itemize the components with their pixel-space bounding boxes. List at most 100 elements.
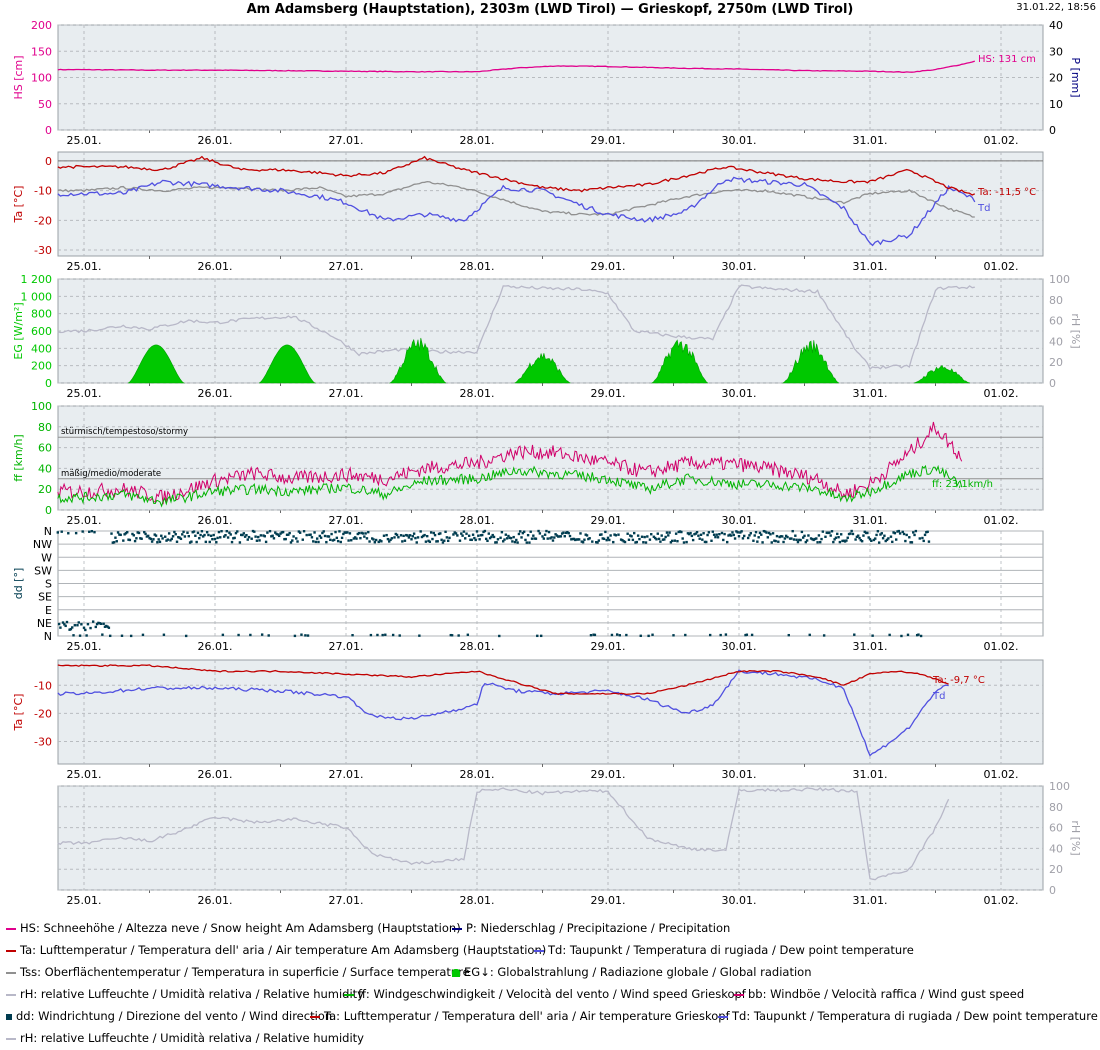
legend-text: Td: Taupunkt / Temperatura di rugiada / … <box>732 1009 1098 1023</box>
dd-point <box>160 534 163 537</box>
dd-point <box>720 531 724 535</box>
x-tick-label: 29.01. <box>591 640 626 653</box>
dd-point <box>76 624 79 627</box>
dd-point <box>184 634 188 638</box>
panel-6-frame <box>57 785 1044 891</box>
dd-point <box>419 530 422 533</box>
dd-point <box>257 535 260 539</box>
dd-point <box>733 537 737 540</box>
y-tick-label: 0 <box>1049 884 1056 897</box>
dd-point <box>82 626 86 629</box>
dd-point <box>636 534 640 537</box>
dd-point <box>436 540 439 543</box>
x-tick-label: 25.01. <box>67 768 102 781</box>
dd-point <box>420 535 424 539</box>
dd-point <box>72 634 75 637</box>
dd-point <box>764 530 767 533</box>
dd-point <box>306 634 310 637</box>
dd-point <box>581 541 585 544</box>
y-axis-label: P [mm] <box>1069 57 1082 97</box>
dd-point <box>807 534 810 537</box>
dd-point <box>454 532 458 535</box>
td-end-label: Td <box>932 691 945 702</box>
dd-point <box>298 531 302 534</box>
dd-point <box>157 538 160 541</box>
dd-point <box>529 530 532 533</box>
dd-point <box>85 634 88 637</box>
dd-point <box>110 532 113 535</box>
x-tick-label: 01.02. <box>984 894 1019 907</box>
dd-point <box>484 537 488 541</box>
dd-point <box>309 533 312 536</box>
legend-swatch <box>452 927 462 930</box>
dd-point <box>592 633 595 636</box>
legend-swatch <box>6 1037 16 1040</box>
dd-point <box>647 634 650 638</box>
dd-point <box>495 541 498 544</box>
dd-point <box>504 533 508 536</box>
dd-point <box>863 530 866 533</box>
dd-point <box>737 535 741 538</box>
dd-point <box>819 540 822 544</box>
series-tss <box>57 180 975 218</box>
dd-point <box>820 537 823 541</box>
dd-point <box>402 534 405 538</box>
dd-point <box>617 533 620 536</box>
dd-point <box>202 535 205 538</box>
dd-point <box>57 622 61 626</box>
dd-point <box>669 541 673 544</box>
dd-point <box>858 536 861 540</box>
legend-text: Ta: Lufttemperatur / Temperatura dell' a… <box>324 1009 730 1023</box>
legend-swatch <box>534 949 544 952</box>
dd-point <box>855 535 859 538</box>
dd-point <box>571 537 574 541</box>
dd-point <box>710 539 713 542</box>
dd-point <box>808 633 811 637</box>
dd-point <box>577 538 581 541</box>
y-axis-label: Ta [°C] <box>12 694 25 732</box>
dd-point <box>610 633 614 637</box>
dd-point <box>475 530 479 533</box>
dd-point <box>799 538 802 542</box>
x-tick-label: 26.01. <box>198 134 233 147</box>
dd-point <box>270 535 273 538</box>
x-tick-label: 28.01. <box>460 894 495 907</box>
x-tick-label: 30.01. <box>722 387 757 400</box>
dd-point <box>59 626 62 629</box>
dd-point <box>655 538 658 541</box>
dd-point <box>283 537 286 541</box>
dd-point <box>841 539 844 543</box>
dd-point <box>289 541 293 544</box>
dd-point <box>653 536 657 540</box>
dd-point <box>715 533 718 536</box>
legend-item: ff: Windgeschwindigkeit / Velocità del v… <box>344 984 746 1004</box>
legend-text: HS: Schneehöhe / Altezza neve / Snow hei… <box>20 921 461 935</box>
dd-point <box>898 532 902 535</box>
dd-point <box>443 539 446 542</box>
dd-point <box>161 537 164 540</box>
dd-point <box>566 530 569 534</box>
dd-point <box>267 634 270 637</box>
dd-point <box>656 532 659 535</box>
dd-point <box>178 536 181 539</box>
dd-point <box>219 536 222 539</box>
dd-point <box>769 533 772 536</box>
x-tick-label: 29.01. <box>591 134 626 147</box>
dd-point <box>145 535 149 538</box>
dd-point <box>879 533 882 536</box>
legend-swatch <box>718 1015 728 1018</box>
dd-point <box>139 537 142 540</box>
x-tick-label: 01.02. <box>984 134 1019 147</box>
dd-point <box>446 539 450 543</box>
dd-point <box>883 534 886 537</box>
dd-point <box>499 536 502 539</box>
dd-point <box>508 536 511 540</box>
dd-point <box>862 534 865 537</box>
dd-point <box>486 539 489 543</box>
dd-point <box>386 537 390 541</box>
dd-point <box>133 539 137 543</box>
dd-point <box>179 537 183 541</box>
dd-point <box>152 538 155 541</box>
dd-point <box>399 534 403 537</box>
dd-point <box>892 531 895 534</box>
